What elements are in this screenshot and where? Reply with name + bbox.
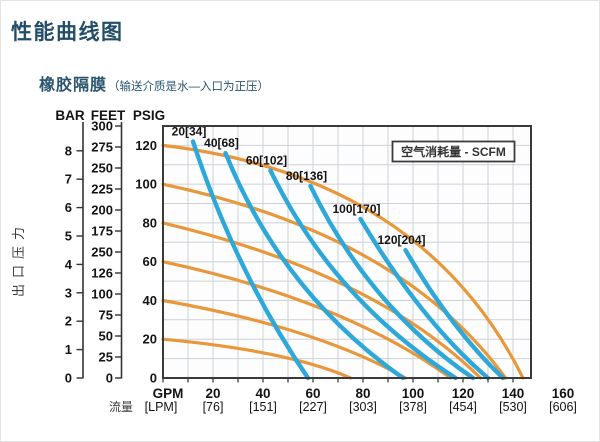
air-curve-label: 80[136] [286, 169, 327, 183]
gpm-tick-label: 140 [502, 386, 525, 401]
test-condition-note: （输送介质是水—入口为正压） [108, 81, 270, 93]
feet-tick-label: 75 [99, 308, 113, 323]
lpm-tick-label: [227] [299, 400, 327, 414]
x-unit-flow-cjk: 流量 [109, 400, 133, 414]
air-curve-label: 20[34] [172, 125, 207, 139]
y-unit-feet: FEET [91, 108, 126, 123]
water-curve-120psig [161, 143, 525, 380]
bar-tick-label: 6 [65, 200, 72, 215]
bar-tick-label: 1 [65, 342, 72, 357]
gpm-tick-label: 160 [552, 386, 575, 401]
legend-box [391, 140, 516, 163]
y-unit-bar: BAR [55, 108, 84, 123]
lpm-tick-label: [303] [349, 400, 377, 414]
air-curve-label: 120[204] [377, 233, 425, 247]
y-unit-psig: PSIG [133, 108, 165, 123]
water-curve-20psig [161, 337, 353, 380]
feet-tick-label: 175 [91, 224, 113, 239]
psig-tick-label: 20 [143, 332, 157, 347]
psig-tick-label: 120 [135, 138, 157, 153]
gpm-tick-label: 120 [452, 386, 475, 401]
feet-tick-label: 275 [91, 140, 113, 155]
feet-tick-label: 200 [91, 203, 113, 218]
feet-tick-label: 300 [91, 119, 113, 134]
air-curve-labels: 20[34]40[68] 60[102]80[136] 100[170] 120[20… [172, 125, 426, 248]
bar-tick-label: 5 [65, 229, 72, 244]
gpm-tick-label: 20 [205, 386, 220, 401]
air-curve-120[204] [403, 247, 506, 381]
air-curve-label: 100[170] [332, 202, 380, 216]
lpm-tick-label: [530] [499, 400, 527, 414]
psig-tick-label: 60 [143, 254, 157, 269]
y-axis-scales: 8765432103002752502252001752501261007550… [65, 119, 157, 386]
chart-subtitle: 橡胶隔膜（输送介质是水—入口为正压） [39, 71, 269, 95]
bar-tick-label: 2 [65, 314, 72, 329]
feet-tick-label: 25 [99, 350, 113, 365]
water-curve-40psig [161, 298, 408, 380]
air-curve-40[68] [223, 150, 406, 381]
lpm-tick-label: [454] [449, 400, 477, 414]
bar-tick-label: 7 [65, 172, 72, 187]
legend: 空气消耗量 - SCFM [391, 140, 516, 163]
feet-tick-label: 126 [91, 266, 113, 281]
feet-tick-label: 50 [99, 329, 113, 344]
feet-tick-label: 225 [91, 182, 113, 197]
psig-tick-label: 40 [143, 293, 157, 308]
plot-border [162, 125, 532, 379]
feet-tick-label: 250 [91, 161, 113, 176]
gpm-tick-label: 100 [402, 386, 425, 401]
psig-tick-label: 100 [135, 177, 157, 192]
bar-tick-label: 8 [65, 143, 72, 158]
air-curve-60[102] [268, 168, 458, 381]
legend-label: 空气消耗量 - SCFM [401, 144, 506, 159]
air-curve-20[34] [190, 139, 311, 381]
bar-tick-label: 3 [65, 285, 72, 300]
air-curve-100[170] [358, 216, 491, 381]
lpm-tick-label: [76] [203, 400, 224, 414]
bar-tick-label: 0 [65, 371, 72, 386]
air-curve-80[136] [308, 183, 476, 381]
gpm-tick-label: 80 [355, 386, 370, 401]
x-unit-lpm: [LPM] [145, 400, 178, 414]
feet-tick-label: 0 [106, 371, 113, 386]
lpm-tick-label: [151] [249, 400, 277, 414]
lpm-tick-label: [378] [399, 400, 427, 414]
feet-tick-label: 100 [91, 287, 113, 302]
psig-tick-label: 80 [143, 215, 157, 230]
gpm-tick-label: 40 [255, 386, 270, 401]
air-consumption-curves [190, 139, 506, 381]
y-axis-title-outlet-pressure: 出口压力 [11, 221, 26, 297]
page-title: 性能曲线图 [11, 21, 124, 44]
air-curve-label: 60[102] [246, 154, 287, 168]
diaphragm-type-label: 橡胶隔膜 [39, 77, 108, 94]
psig-tick-label: 0 [150, 371, 157, 386]
air-curve-label: 40[68] [204, 136, 239, 150]
feet-tick-label: 250 [91, 245, 113, 260]
x-unit-gpm: GPM [153, 386, 184, 401]
bar-tick-label: 4 [65, 257, 73, 272]
gpm-tick-label: 60 [305, 386, 320, 401]
water-curve-100psig [161, 182, 508, 380]
lpm-tick-label: [606] [549, 400, 577, 414]
x-axis-scale: 20[76] 40[151] 60[227] 80[303] 100[378] 120[4… [162, 378, 577, 414]
